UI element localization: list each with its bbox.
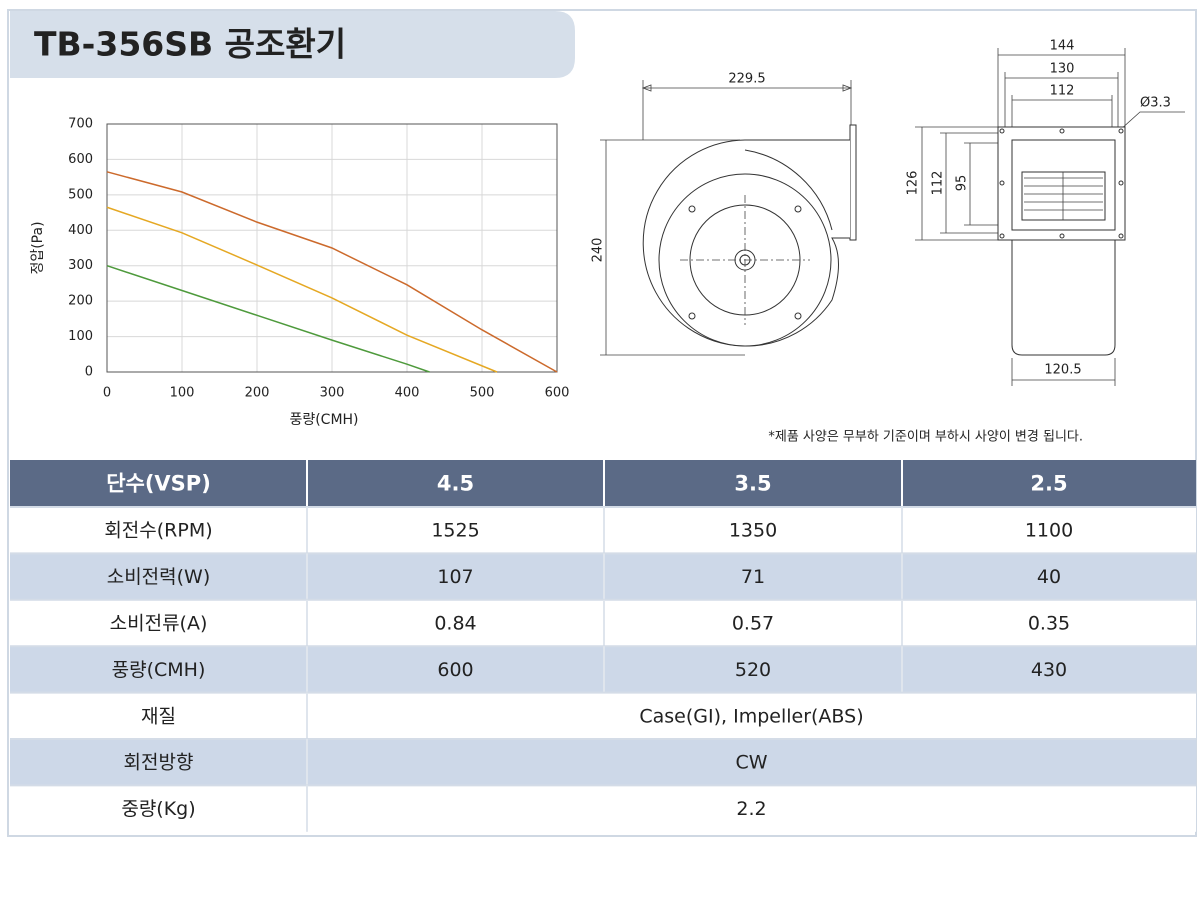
curve <box>106 265 430 373</box>
y-tick-label: 700 <box>68 117 93 132</box>
table-row-head: 소비전력(W) <box>107 566 211 588</box>
x-tick-label: 300 <box>320 386 345 401</box>
table-cell: 0.84 <box>434 613 476 635</box>
table-cell: 600 <box>437 659 473 681</box>
x-axis-label: 풍량(CMH) <box>289 412 358 428</box>
front-view: 229.5 240 <box>591 72 857 356</box>
title-tab <box>10 11 575 78</box>
table-header-cell: 3.5 <box>734 472 771 496</box>
x-tick-label: 0 <box>103 386 111 401</box>
table-cell: CW <box>735 752 767 774</box>
plot-frame <box>106 123 558 373</box>
table-row-head: 중량(Kg) <box>121 798 195 820</box>
table-header-cell: 단수(VSP) <box>106 472 211 496</box>
table-cell: 40 <box>1037 566 1061 588</box>
table-cell: 1525 <box>431 520 479 542</box>
table-row-bg <box>10 785 1196 832</box>
table-cell: 2.2 <box>736 798 766 820</box>
y-tick-label: 600 <box>68 152 93 167</box>
dim-width: 229.5 <box>728 72 765 87</box>
x-tick-label: 100 <box>170 386 195 401</box>
dim-opening-width: 112 <box>1050 84 1075 99</box>
x-tick-label: 200 <box>245 386 270 401</box>
table-cell: 1100 <box>1025 520 1073 542</box>
y-tick-label: 400 <box>68 223 93 238</box>
table-cell: 0.35 <box>1028 613 1070 635</box>
x-tick-label: 500 <box>470 386 495 401</box>
curve <box>106 171 558 373</box>
dim-hole-pitch: 130 <box>1050 62 1075 77</box>
x-tick-label: 600 <box>545 386 570 401</box>
table-header-cell: 2.5 <box>1030 472 1067 496</box>
table-cell: 430 <box>1031 659 1067 681</box>
dim-flange-width: 144 <box>1050 39 1075 54</box>
table-header-cell: 4.5 <box>437 472 474 496</box>
table-row-bg <box>10 692 1196 739</box>
note: *제품 사양은 무부하 기준이며 부하시 사양이 변경 됩니다. <box>768 430 1083 445</box>
y-tick-label: 100 <box>68 329 93 344</box>
table-row-head: 재질 <box>141 705 176 727</box>
table-row-head: 소비전류(A) <box>110 613 208 635</box>
table-row-head: 풍량(CMH) <box>112 659 206 681</box>
title: TB-356SB 공조환기 <box>34 25 346 64</box>
table-row-head: 회전방향 <box>124 752 194 774</box>
side-view: 144 130 112 Ø3.3 126 112 95 120.5 <box>906 39 1185 386</box>
table-row-head: 회전수(RPM) <box>104 520 212 542</box>
table-cell: 107 <box>437 566 473 588</box>
table-cell: 520 <box>735 659 771 681</box>
curve <box>106 206 498 373</box>
y-tick-label: 200 <box>68 294 93 309</box>
table-cell: 0.57 <box>732 613 774 635</box>
table-cell: Case(GI), Impeller(ABS) <box>639 705 863 727</box>
dim-body-width: 120.5 <box>1044 363 1081 378</box>
dim-hole-pitch-v: 112 <box>931 171 946 196</box>
dim-height: 240 <box>591 238 606 263</box>
table-row-bg <box>10 739 1196 786</box>
y-tick-label: 500 <box>68 187 93 202</box>
dim-flange-height: 126 <box>906 171 921 196</box>
table-cell: 1350 <box>729 520 777 542</box>
y-tick-label: 300 <box>68 258 93 273</box>
dim-hole-diameter: Ø3.3 <box>1140 96 1171 111</box>
dim-opening-height: 95 <box>955 175 970 192</box>
y-axis-label: 정압(Pa) <box>30 221 46 274</box>
y-tick-label: 0 <box>85 365 93 380</box>
x-tick-label: 400 <box>395 386 420 401</box>
table-cell: 71 <box>741 566 765 588</box>
